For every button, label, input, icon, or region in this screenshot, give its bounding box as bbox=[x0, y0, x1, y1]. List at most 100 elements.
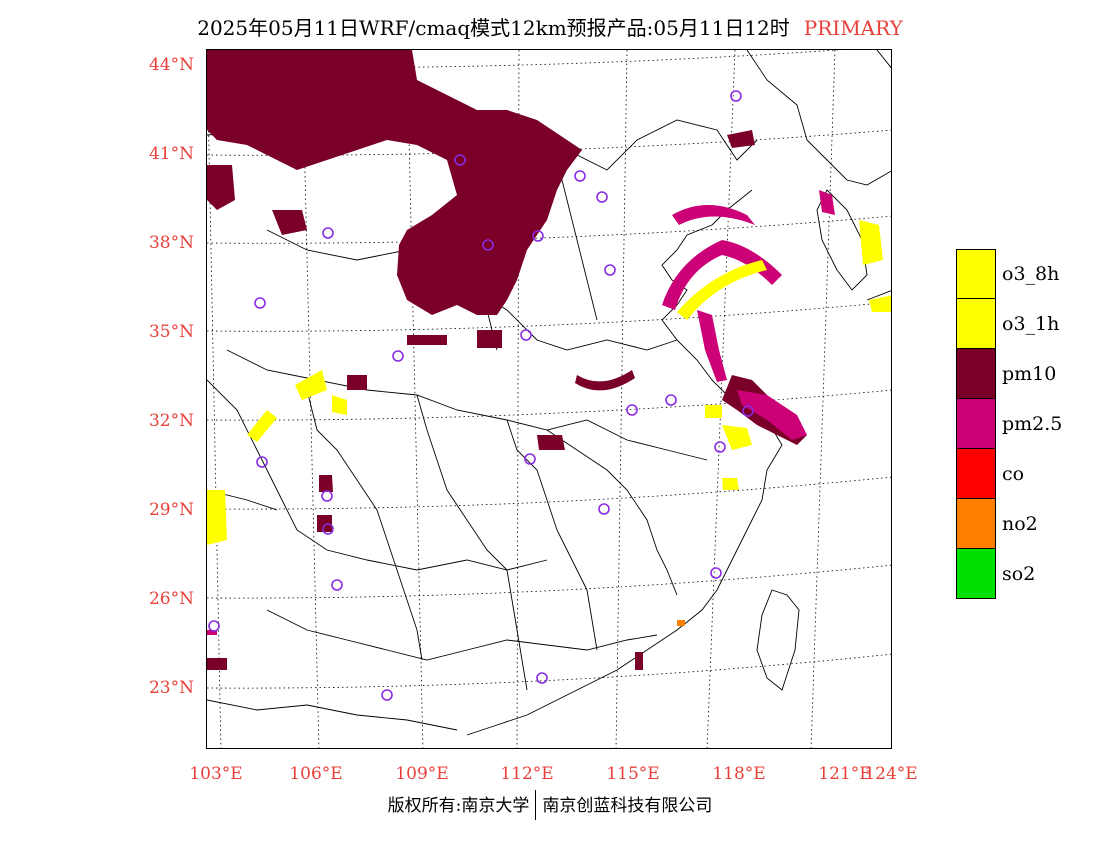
o3-area-west-1 bbox=[295, 370, 327, 400]
o3-area-yangtze-2 bbox=[705, 405, 722, 418]
station-marker bbox=[742, 405, 754, 417]
pm10-area-south-3 bbox=[635, 652, 643, 670]
pm10-area-mid-4 bbox=[407, 335, 447, 345]
pm10-area-arc bbox=[575, 370, 635, 391]
pm10-area-north bbox=[207, 50, 582, 315]
station-marker bbox=[536, 672, 548, 684]
station-marker bbox=[524, 453, 536, 465]
o3-area-shandong bbox=[677, 260, 767, 320]
o3-area-yangtze bbox=[722, 425, 752, 450]
station-marker bbox=[322, 227, 334, 239]
station-marker bbox=[598, 503, 610, 515]
o3-area-sichuan bbox=[332, 395, 347, 415]
lon-label-115: 115°E bbox=[606, 764, 660, 784]
lat-label-26: 26°N bbox=[148, 589, 194, 609]
province-line-2 bbox=[226, 349, 708, 461]
pm10-area-mid-3 bbox=[347, 375, 367, 390]
lon-label-106: 106°E bbox=[289, 764, 343, 784]
map-canvas[interactable] bbox=[206, 49, 892, 749]
province-line-10 bbox=[506, 569, 528, 691]
province-line-5 bbox=[416, 394, 508, 571]
province-line-14 bbox=[556, 159, 598, 321]
station-marker bbox=[321, 490, 333, 502]
legend-swatch bbox=[956, 249, 996, 299]
province-line-11 bbox=[586, 589, 598, 651]
station-marker bbox=[256, 456, 268, 468]
pm25-area-korea bbox=[819, 190, 835, 215]
lon-label-121: 121°E bbox=[818, 764, 872, 784]
province-line-8 bbox=[266, 609, 658, 661]
legend-label: co bbox=[1002, 463, 1025, 485]
legend-swatch bbox=[956, 449, 996, 499]
gridline-lat-35 bbox=[207, 301, 891, 332]
station-marker bbox=[730, 90, 742, 102]
pm10-area-west bbox=[207, 165, 235, 210]
pm10-area-mid-1 bbox=[537, 435, 565, 450]
gridline-lat-23 bbox=[207, 653, 891, 689]
map-title-tag: PRIMARY bbox=[803, 16, 903, 40]
legend-swatch bbox=[956, 549, 996, 599]
lat-label-35: 35°N bbox=[148, 322, 194, 342]
legend-label: o3_1h bbox=[1002, 313, 1060, 335]
copyright-footer: 版权所有:南京大学 南京创蓝科技有限公司 bbox=[0, 790, 1100, 820]
legend-label: pm10 bbox=[1002, 363, 1057, 385]
pm10-area-mid-5 bbox=[477, 330, 502, 348]
footer-divider bbox=[535, 790, 537, 820]
legend-swatch bbox=[956, 499, 996, 549]
pm25-areas bbox=[207, 190, 835, 635]
japan-outline bbox=[866, 50, 891, 301]
gridline-lon-103 bbox=[207, 50, 222, 748]
legend-item-o3-8h: o3_8h bbox=[956, 249, 1096, 299]
legend-swatch bbox=[956, 399, 996, 449]
copyright-left: 版权所有:南京大学 bbox=[387, 796, 530, 816]
map-title-main: 2025年05月11日WRF/cmaq模式12km预报产品:05月11日12时 bbox=[197, 16, 790, 40]
o3-area-west-2 bbox=[247, 410, 277, 442]
legend-item-pm10: pm10 bbox=[956, 349, 1096, 399]
o3-areas bbox=[207, 220, 891, 545]
lat-label-29: 29°N bbox=[148, 500, 194, 520]
legend-label: o3_8h bbox=[1002, 263, 1060, 285]
station-marker bbox=[710, 567, 722, 579]
pm10-area-small-1 bbox=[272, 210, 307, 235]
lat-label-41: 41°N bbox=[148, 144, 194, 164]
province-line-9 bbox=[386, 539, 423, 661]
lat-label-23: 23°N bbox=[148, 678, 194, 698]
lat-label-32: 32°N bbox=[148, 411, 194, 431]
station-marker bbox=[254, 297, 266, 309]
gridline-lon-115 bbox=[615, 50, 628, 748]
pm10-area-south-1 bbox=[207, 658, 227, 670]
pm25-area-yangtze bbox=[737, 390, 807, 440]
lat-label-44: 44°N bbox=[148, 55, 194, 75]
station-marker bbox=[331, 579, 343, 591]
legend-item-no2: no2 bbox=[956, 499, 1096, 549]
stations bbox=[208, 90, 754, 701]
station-marker bbox=[665, 394, 677, 406]
northeast-border bbox=[746, 50, 891, 186]
legend-item-pm25: pm2.5 bbox=[956, 399, 1096, 449]
copyright-right: 南京创蓝科技有限公司 bbox=[542, 796, 713, 816]
legend-item-o3-1h: o3_1h bbox=[956, 299, 1096, 349]
province-line-12 bbox=[207, 699, 458, 731]
province-line-4 bbox=[306, 389, 388, 541]
legend-label: pm2.5 bbox=[1002, 413, 1063, 435]
lon-label-124: 124°E bbox=[864, 764, 918, 784]
station-marker bbox=[714, 441, 726, 453]
o3-area-sea-1 bbox=[859, 220, 883, 265]
province-line-1 bbox=[266, 229, 678, 351]
map-title: 2025年05月11日WRF/cmaq模式12km预报产品:05月11日12时 P… bbox=[0, 12, 1100, 41]
station-marker bbox=[381, 689, 393, 701]
lon-label-112: 112°E bbox=[500, 764, 554, 784]
no2-area-fujian bbox=[677, 620, 685, 626]
lon-label-109: 109°E bbox=[395, 764, 449, 784]
station-marker bbox=[520, 329, 532, 341]
station-marker bbox=[482, 239, 494, 251]
legend-item-so2: so2 bbox=[956, 549, 1096, 599]
taiwan-outline bbox=[756, 589, 800, 691]
gridline-lat-38 bbox=[207, 215, 891, 244]
legend-label: so2 bbox=[1002, 563, 1036, 585]
station-marker bbox=[392, 350, 404, 362]
legend-swatch bbox=[956, 349, 996, 399]
province-line-7 bbox=[546, 429, 678, 596]
station-marker bbox=[596, 191, 608, 203]
station-marker bbox=[604, 264, 616, 276]
